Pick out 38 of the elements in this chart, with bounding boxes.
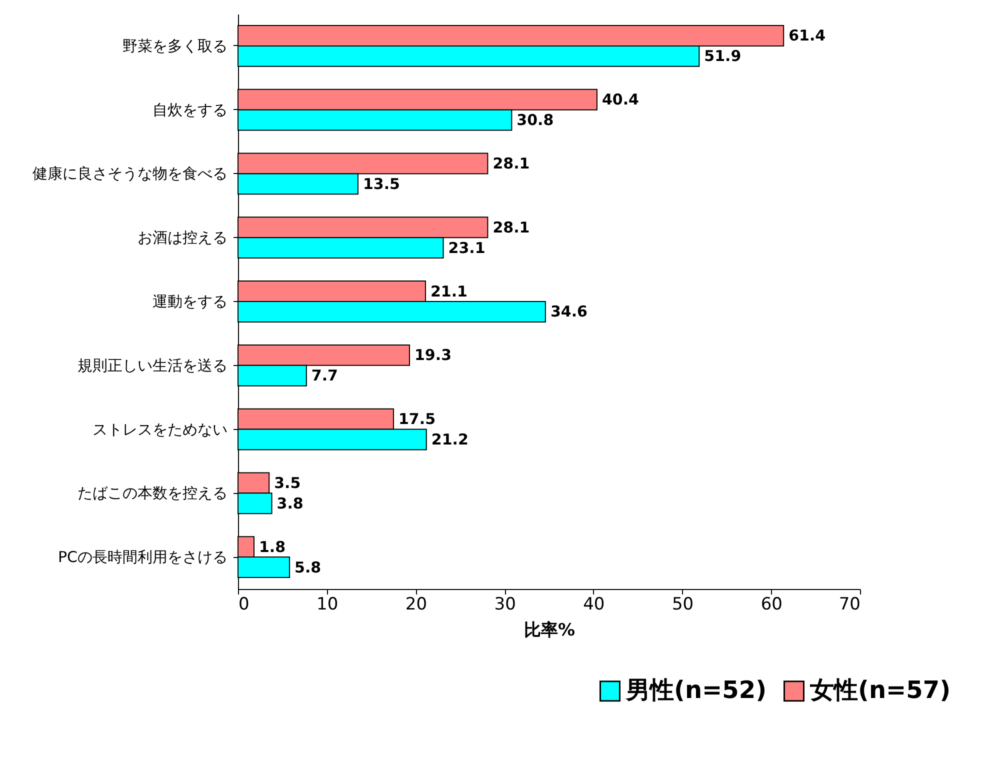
data-label: 17.5 bbox=[398, 410, 436, 428]
data-label: 21.1 bbox=[430, 282, 468, 300]
x-tick-label: 60 bbox=[760, 594, 782, 614]
x-axis-title: 比率% bbox=[524, 620, 576, 640]
y-tick-label: 健康に良さそうな物を食べる bbox=[32, 164, 228, 183]
y-tick-label: 運動をする bbox=[152, 292, 228, 310]
y-tick-label: PCの長時間利用をさける bbox=[58, 548, 228, 566]
legend-label: 女性(n=57) bbox=[809, 676, 951, 704]
y-tick-label: お酒は控える bbox=[138, 228, 228, 247]
x-tick-label: 30 bbox=[494, 594, 516, 614]
y-tick-label: 野菜を多く取る bbox=[122, 36, 228, 55]
data-label: 5.8 bbox=[294, 558, 322, 576]
data-label: 28.1 bbox=[492, 218, 530, 236]
data-label: 1.8 bbox=[258, 538, 286, 556]
data-label: 3.8 bbox=[276, 494, 304, 512]
data-label: 61.4 bbox=[788, 26, 826, 45]
data-label: 28.1 bbox=[492, 154, 530, 172]
y-tick-label: 規則正しい生活を送る bbox=[78, 356, 228, 374]
data-label: 3.5 bbox=[274, 474, 301, 492]
x-tick-label: 70 bbox=[838, 594, 860, 614]
data-label: 21.2 bbox=[431, 430, 468, 448]
data-label: 34.6 bbox=[550, 302, 588, 321]
legend-label: 男性(n=52) bbox=[625, 676, 767, 704]
x-tick-label: 0 bbox=[238, 594, 250, 614]
x-tick-label: 40 bbox=[583, 594, 605, 614]
data-label: 7.7 bbox=[311, 366, 338, 385]
y-tick-label: ストレスをためない bbox=[92, 420, 228, 438]
data-label: 23.1 bbox=[448, 238, 486, 257]
y-tick-label: 自炊をする bbox=[152, 100, 228, 119]
x-tick-label: 50 bbox=[672, 594, 694, 614]
data-label: 51.9 bbox=[704, 47, 742, 66]
data-label: 13.5 bbox=[362, 174, 400, 193]
data-label: 30.8 bbox=[516, 111, 554, 130]
x-tick-label: 10 bbox=[316, 594, 338, 614]
x-tick-label: 20 bbox=[405, 594, 428, 614]
data-label: 19.3 bbox=[414, 346, 452, 364]
data-label: 40.4 bbox=[602, 90, 639, 109]
y-tick-label: たばこの本数を控える bbox=[78, 484, 228, 502]
